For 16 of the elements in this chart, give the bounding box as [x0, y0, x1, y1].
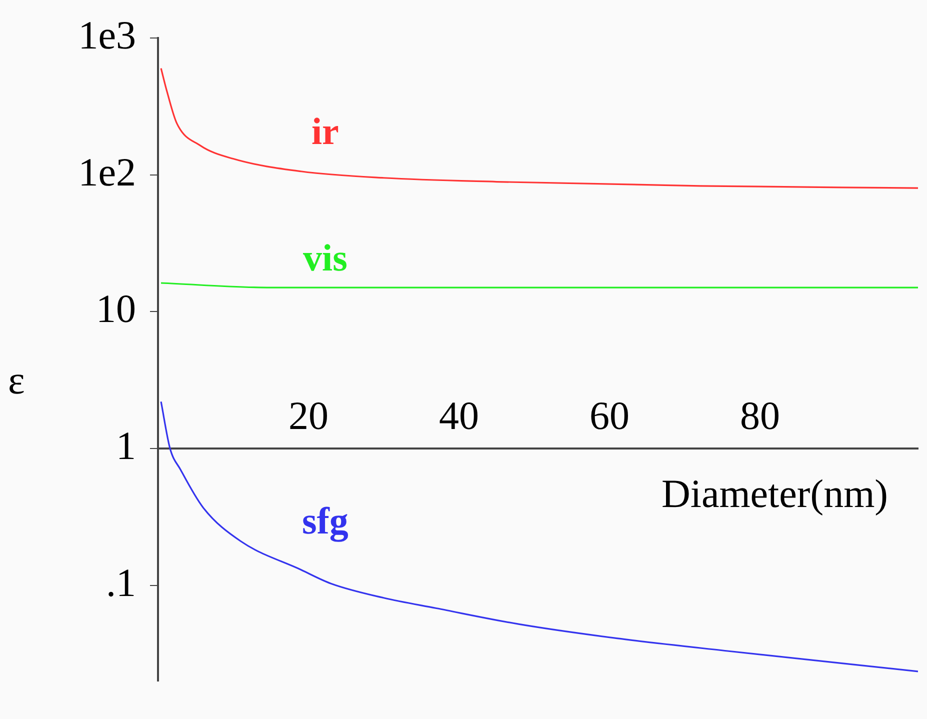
x-tick-label: 60 [589, 393, 630, 438]
y-tick-label: 10 [96, 286, 136, 332]
x-tick-label: 20 [288, 393, 328, 438]
x-tick-label: 40 [438, 393, 479, 438]
line-series [160, 400, 918, 672]
line-series [160, 68, 918, 189]
y-tick-label: .1 [106, 560, 136, 605]
series-label: ir [311, 111, 340, 154]
y-tick-label: 1 [116, 423, 136, 468]
x-tick-label: 80 [740, 393, 780, 438]
series-label: vis [303, 237, 348, 280]
x-axis-title: Diameter(nm) [661, 471, 888, 516]
series-label: sfg [302, 500, 348, 542]
y-tick-label: 1e3 [78, 12, 136, 58]
y-tick-label: 1e2 [78, 149, 136, 194]
y-axis-title: ε [8, 358, 25, 403]
